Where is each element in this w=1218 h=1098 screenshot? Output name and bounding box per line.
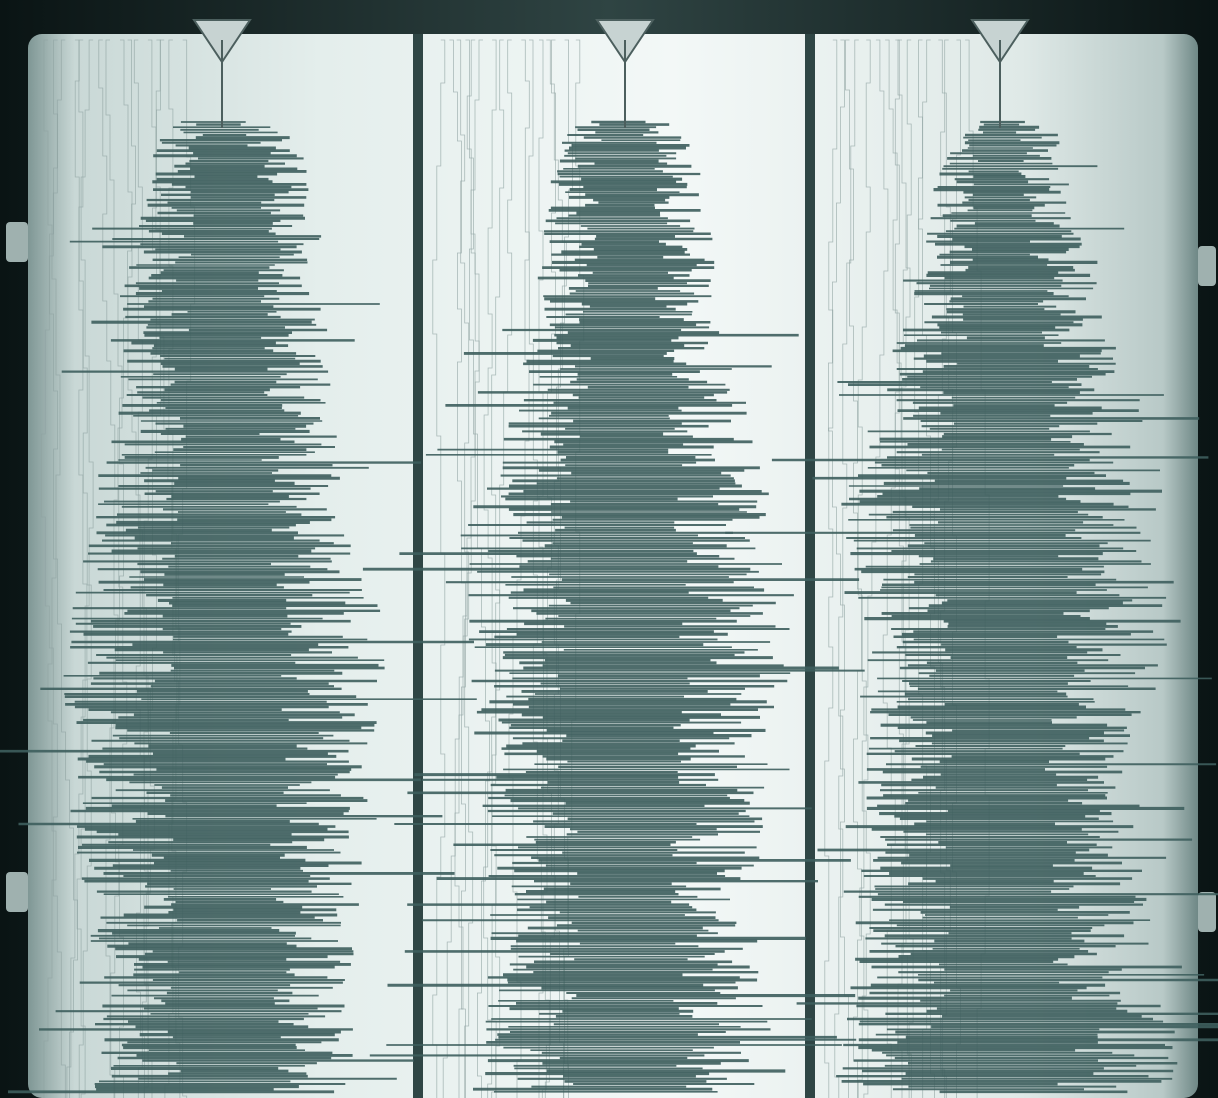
trace-line (442, 39, 480, 1098)
trace-line (456, 39, 474, 1098)
trace-line (111, 39, 136, 1098)
pens (192, 19, 1030, 128)
trace-line (76, 39, 94, 1098)
trace-line (857, 39, 871, 1098)
trace-line (43, 39, 61, 1098)
waveforms (0, 120, 1218, 1094)
trace-line (845, 39, 862, 1098)
trace-line (824, 39, 838, 1098)
bolts (6, 222, 1216, 932)
trace-line (449, 39, 466, 1098)
trace-line (483, 39, 513, 1098)
trace-line (74, 39, 92, 1098)
trace-line (454, 39, 483, 1098)
trace-line (465, 39, 490, 1098)
trace-line (49, 39, 78, 1098)
trace-line (40, 39, 66, 1098)
trace-line (136, 39, 161, 1098)
trace-line (521, 39, 550, 1098)
trace-line (859, 39, 889, 1098)
bolt (1198, 246, 1216, 286)
bolt (1198, 892, 1216, 932)
divider (805, 34, 815, 1098)
bolt (6, 222, 28, 262)
trace-line (834, 39, 859, 1098)
divider (413, 34, 423, 1098)
bolt (6, 872, 28, 912)
trace-line (66, 39, 88, 1098)
